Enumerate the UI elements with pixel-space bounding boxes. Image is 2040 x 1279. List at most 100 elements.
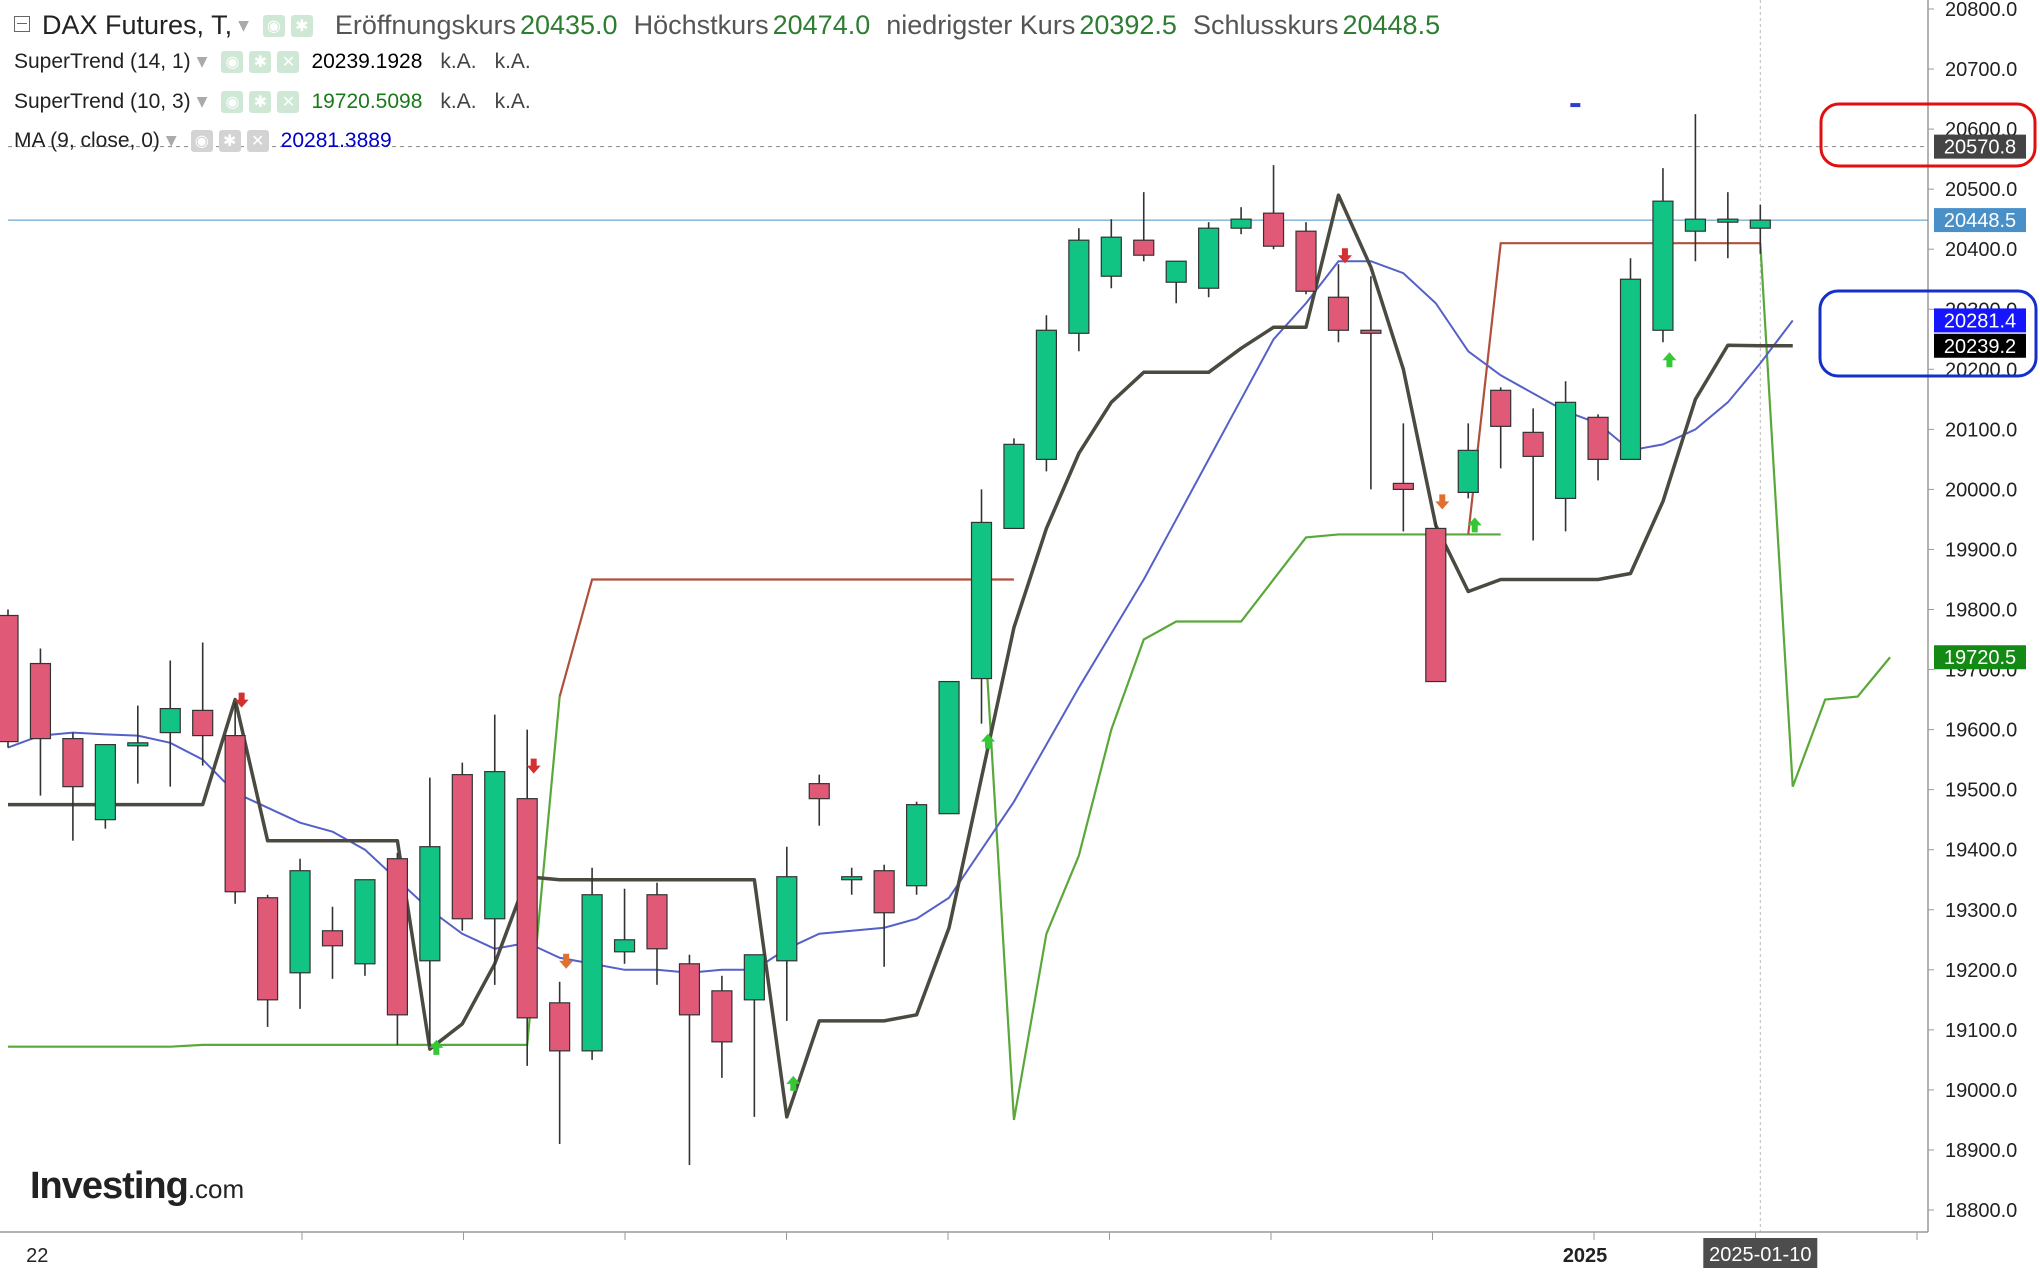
y-tick-label: 19200.0 [1945, 960, 2017, 982]
candle-body [484, 771, 506, 920]
candle-body [873, 870, 895, 914]
y-tick-label: 20200.0 [1945, 359, 2017, 381]
candle-body [970, 521, 993, 680]
signal-arrow-down [1337, 248, 1352, 264]
supertrend-10-3-segment [980, 533, 1501, 1121]
chevron-down-icon[interactable]: ▼ [165, 133, 177, 149]
candle-body [549, 1002, 571, 1052]
highlight-box-blue [1818, 289, 2038, 378]
candle-body [224, 735, 246, 893]
signal-arrow-up [1467, 517, 1482, 533]
eye-icon[interactable]: ◉ [262, 14, 285, 37]
indicator-row-ma: MA (9, close, 0) ▼ ◉ ✱ ✕ 20281.3889 [14, 129, 410, 153]
signal-arrow-down [1435, 494, 1450, 510]
price-label-box [1934, 645, 2026, 670]
indicator-na-1: k.A. [440, 50, 477, 73]
price-label-box [1934, 134, 2026, 159]
indicator-na-2: k.A. [494, 50, 531, 73]
y-tick-label: 18800.0 [1945, 1200, 2017, 1222]
indicator-name: SuperTrend (10, 3) [14, 90, 191, 113]
supertrend-10-3-segment [8, 696, 561, 1048]
x-tick-label: 2025 [1563, 1245, 1608, 1267]
logo-suffix: .com [187, 1174, 245, 1204]
y-tick-label: 19500.0 [1945, 780, 2017, 802]
candle-body [1327, 296, 1350, 331]
instrument-title: DAX Futures, T, [42, 10, 233, 40]
y-tick-label: 19300.0 [1945, 900, 2017, 922]
collapse-icon[interactable] [14, 15, 30, 32]
eye-icon[interactable]: ◉ [190, 130, 213, 152]
gear-icon[interactable]: ✱ [218, 130, 241, 152]
candle-body [94, 744, 116, 821]
candle-body [1619, 278, 1642, 460]
price-label-box [1934, 333, 2026, 358]
candle-body [1554, 401, 1577, 500]
candle-body [743, 954, 765, 1001]
y-tick-label: 20700.0 [1945, 59, 2017, 81]
y-tick-label: 19000.0 [1945, 1080, 2017, 1102]
low-value: 20392.5 [1079, 10, 1177, 40]
supertrend-10-3-line [8, 242, 1891, 1121]
y-tick-label: 19400.0 [1945, 840, 2017, 862]
candle-body [1522, 431, 1544, 457]
candle-body [0, 614, 19, 743]
chevron-down-icon[interactable]: ▼ [238, 17, 249, 34]
close-icon[interactable]: ✕ [246, 130, 269, 152]
candle-body [678, 963, 701, 1016]
high-value: 20474.0 [772, 10, 871, 40]
indicator-value: 20281.3889 [280, 129, 392, 152]
candle-body [1133, 239, 1155, 256]
candle-body [776, 876, 798, 962]
eye-icon[interactable]: ◉ [221, 91, 244, 113]
candle-body [1165, 260, 1187, 283]
candle-body [1652, 200, 1674, 331]
gear-icon[interactable]: ✱ [249, 51, 272, 73]
supertrend-10-3-segment [1759, 243, 1891, 788]
y-tick-label: 20100.0 [1945, 419, 2017, 441]
gear-icon[interactable]: ✱ [290, 14, 313, 37]
supertrend-10-3-segment [558, 578, 1014, 697]
y-tick-label: 20400.0 [1945, 239, 2017, 261]
open-label: Eröffnungskurs [334, 10, 516, 40]
x-axis: 22 2025 2025-01-10 [0, 1231, 1928, 1268]
candle-body [1392, 482, 1414, 490]
open-value: 20435.0 [519, 10, 618, 40]
y-tick-label: 19600.0 [1945, 720, 2017, 742]
candle-body [1457, 449, 1479, 494]
candle-body [257, 897, 279, 1001]
candle-body [1425, 527, 1447, 683]
price-marker [1570, 103, 1581, 108]
candle-body [1360, 329, 1382, 334]
indicator-na-1: k.A. [440, 90, 477, 113]
chevron-down-icon[interactable]: ▼ [196, 54, 208, 70]
crosshair-date-label: 2025-01-10 [1709, 1244, 1811, 1266]
candle-body [841, 876, 863, 881]
investing-logo: Investing.com [30, 1165, 244, 1208]
candle-body [1100, 236, 1122, 277]
x-tick-label: 22 [26, 1245, 48, 1267]
indicator-value: 19720.5098 [311, 90, 423, 113]
indicator-value: 20239.1928 [311, 50, 423, 73]
indicator-row-supertrend-10-3: SuperTrend (10, 3) ▼ ◉ ✱ ✕ 19720.5098 k.… [14, 90, 549, 114]
gear-icon[interactable]: ✱ [249, 91, 272, 113]
candle-body [159, 707, 181, 734]
y-tick-label: 20800.0 [1945, 0, 2017, 21]
price-labels: 20570.8 20448.5 20281.4 20239.2 19720.5 [1934, 134, 2026, 670]
candle-body [1749, 219, 1771, 229]
close-icon[interactable]: ✕ [277, 91, 300, 113]
reference-lines [8, 146, 1928, 221]
candle-body [1490, 389, 1512, 427]
indicator-name: SuperTrend (14, 1) [14, 50, 191, 73]
close-value: 20448.5 [1342, 10, 1441, 40]
high-label: Höchstkurs [633, 10, 769, 40]
signal-arrow-up [1662, 352, 1677, 368]
price-label-box [1934, 308, 2026, 333]
y-tick-label: 20000.0 [1945, 479, 2017, 501]
supertrend-10-3-segment [1467, 242, 1761, 535]
eye-icon[interactable]: ◉ [221, 51, 244, 73]
close-icon[interactable]: ✕ [277, 51, 300, 73]
chevron-down-icon[interactable]: ▼ [196, 94, 208, 110]
instrument-header: DAX Futures, T, ▼ ◉ ✱ Eröffnungskurs 204… [14, 10, 1440, 41]
close-label: Schlusskurs [1192, 10, 1339, 40]
